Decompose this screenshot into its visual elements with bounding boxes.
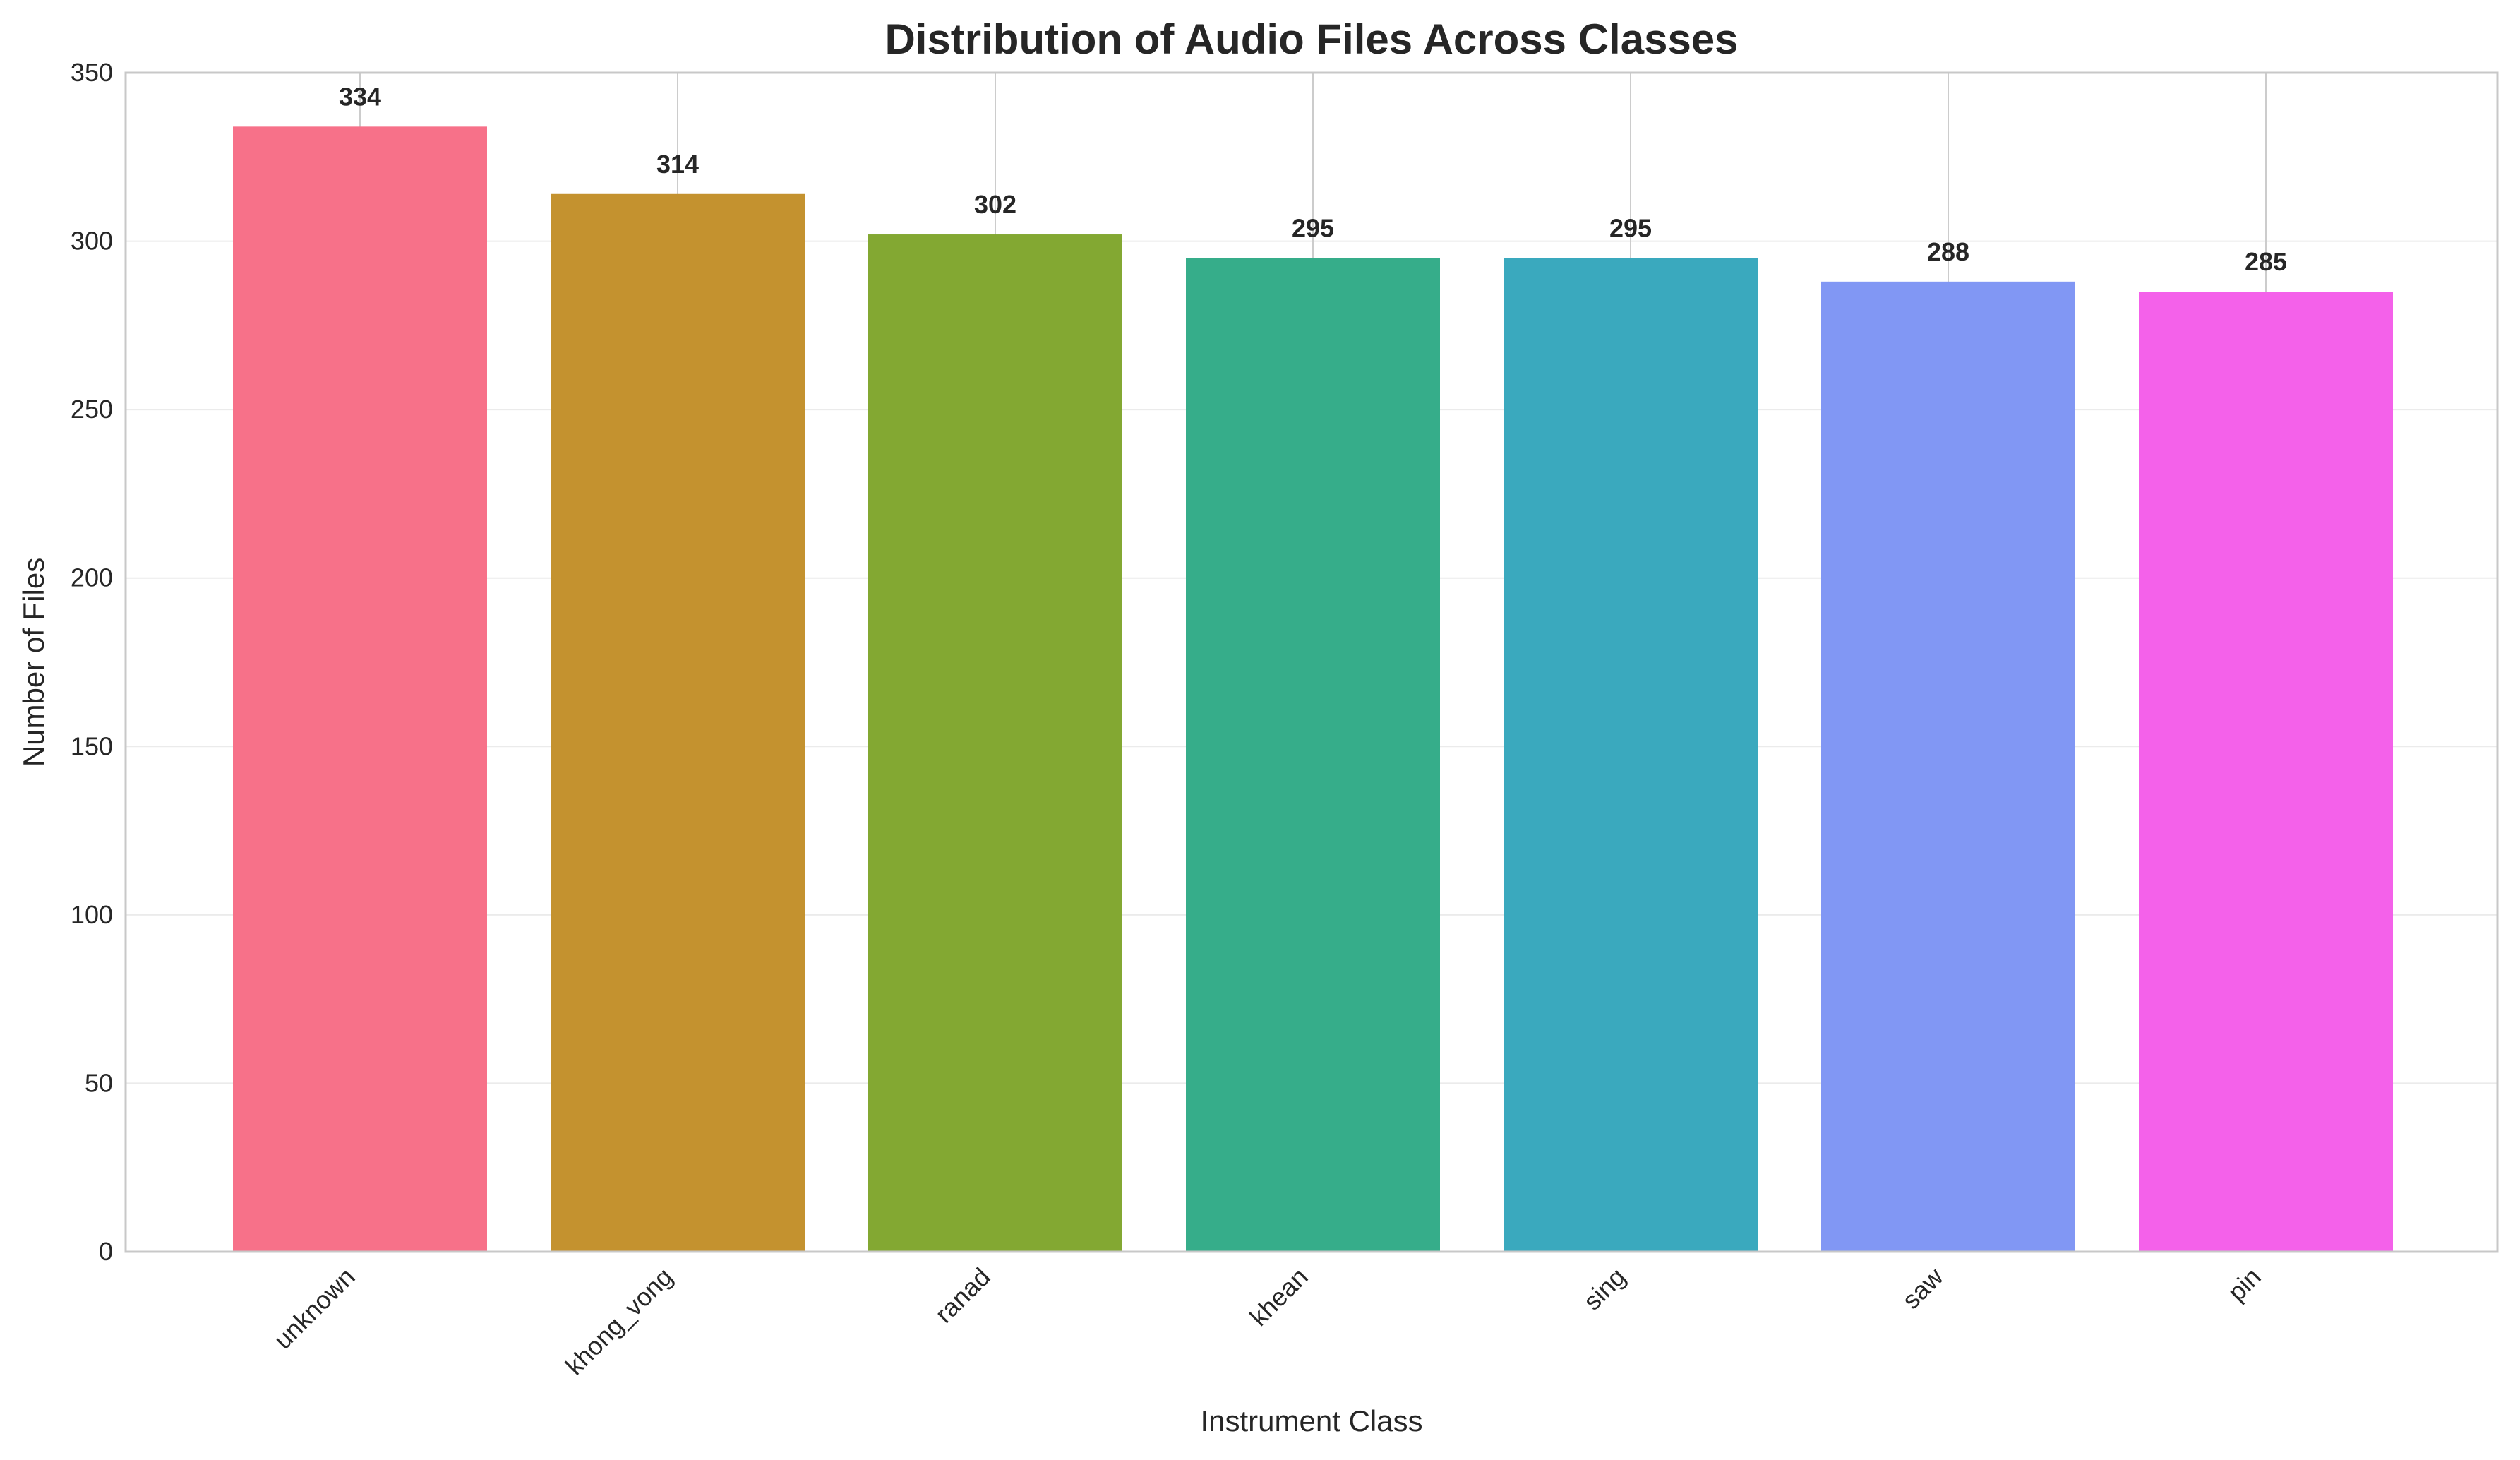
bar-unknown (233, 126, 487, 1252)
y-tick-label: 0 (99, 1237, 113, 1266)
bar-value-label: 295 (1609, 213, 1652, 242)
bar-value-label: 334 (339, 82, 381, 111)
y-tick-label: 300 (71, 227, 113, 256)
y-tick-label: 250 (71, 395, 113, 424)
bar-ranad (868, 234, 1122, 1252)
bar-value-label: 302 (974, 190, 1016, 219)
y-tick-label: 100 (71, 900, 113, 929)
x-axis-label: Instrument Class (1200, 1404, 1422, 1437)
bar-sing (1504, 258, 1758, 1252)
bar-value-label: 288 (1927, 237, 1969, 266)
bar-khean (1186, 258, 1440, 1252)
bar-pin (2139, 292, 2393, 1252)
y-tick-label: 150 (71, 731, 113, 760)
y-tick-label: 350 (71, 58, 113, 87)
bar-khong_vong (551, 193, 805, 1252)
bars (233, 126, 2393, 1252)
bar-value-label: 314 (656, 150, 699, 179)
data-labels: 334 314 302 295 295 288 285 (339, 82, 2287, 276)
plot-frame (124, 71, 2499, 1253)
bar-value-label: 295 (1292, 213, 1334, 242)
y-tick-label: 200 (71, 563, 113, 592)
y-tick-label: 50 (85, 1068, 113, 1097)
chart-title: Distribution of Audio Files Across Class… (884, 16, 1738, 63)
bar-value-label: 285 (2245, 247, 2287, 276)
y-axis-label: Number of Files (17, 558, 50, 767)
bar-saw (1821, 281, 2075, 1252)
y-axis-ticks: 0 50 100 150 200 250 300 350 (71, 58, 113, 1266)
